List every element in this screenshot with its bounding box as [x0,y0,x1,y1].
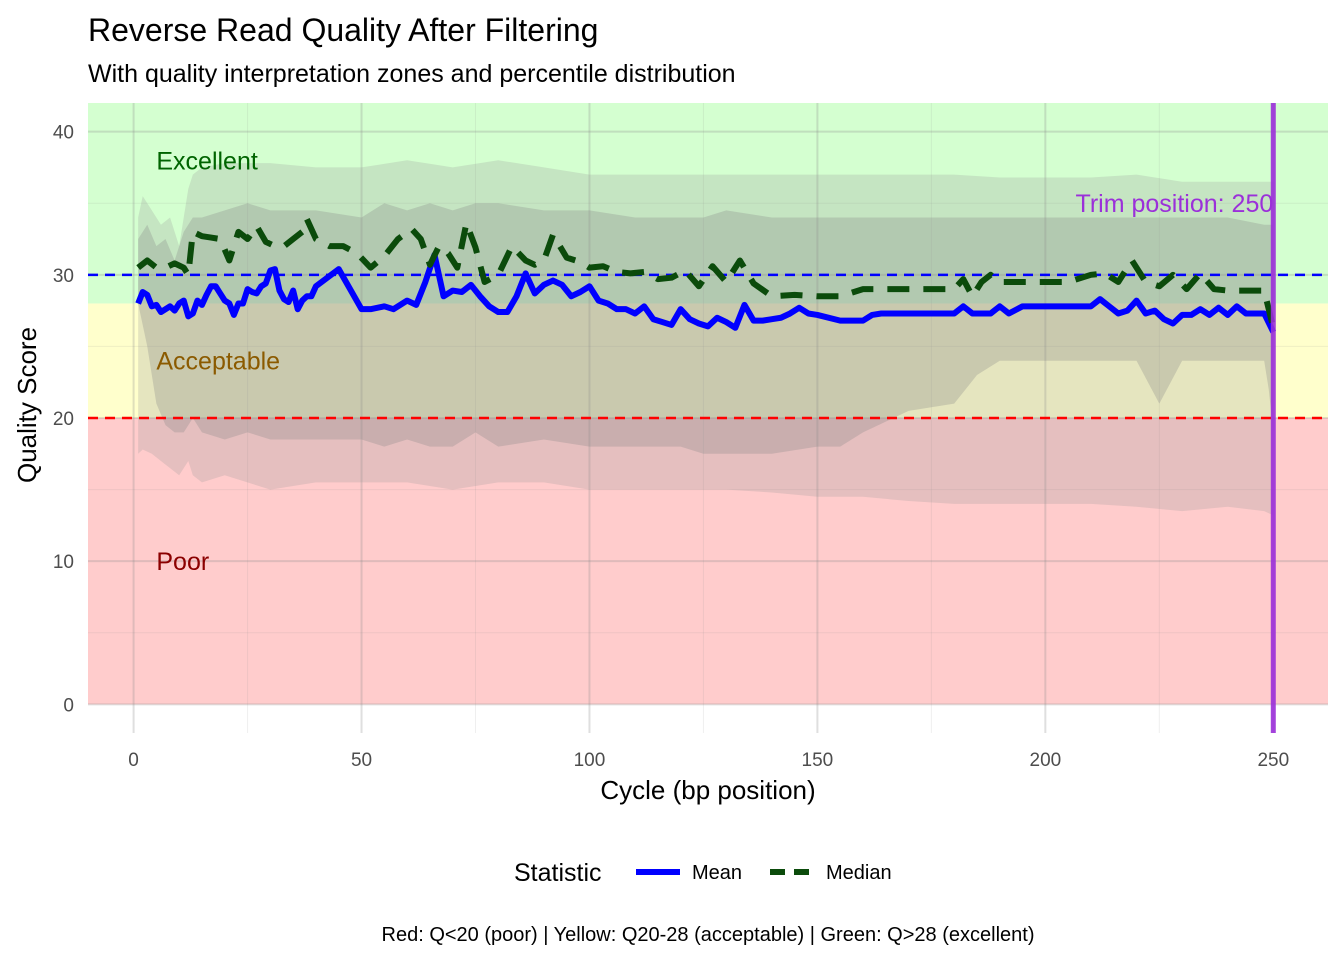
legend-mean-label: Mean [692,862,742,884]
y-axis-ticks: 0 10 20 30 40 [53,123,74,717]
y-axis-title: Quality Score [12,327,42,483]
quality-zones [88,103,1328,705]
zone-labels: Poor Acceptable Excellent [156,147,280,576]
x-tick-label: 100 [574,750,606,771]
series-lines [135,215,1277,334]
x-tick-label: 0 [128,750,139,771]
x-tick-label: 150 [802,750,834,771]
zone-label-excellent: Excellent [156,147,257,175]
x-axis-title: Cycle (bp position) [600,775,815,805]
chart-caption: Red: Q<20 (poor) | Yellow: Q20-28 (accep… [382,924,1035,946]
y-tick-label: 40 [53,123,74,144]
x-tick-label: 50 [351,750,372,771]
mean-line [135,251,1276,334]
outer-percentile-band [138,160,1274,516]
trim-label: Trim position: 250 [1076,190,1274,218]
x-tick-label: 250 [1257,750,1289,771]
y-tick-label: 20 [53,409,74,430]
y-tick-label: 0 [63,695,74,716]
legend-median-label: Median [826,862,892,884]
zone-excellent [88,103,1328,304]
zone-label-acceptable: Acceptable [156,348,280,376]
legend: Statistic Mean Median [514,859,892,887]
y-tick-label: 30 [53,266,74,287]
median-line [136,215,1277,329]
x-axis-ticks: 0 50 100 150 200 250 [128,750,1289,771]
chart-subtitle: With quality interpretation zones and pe… [88,60,736,88]
reference-lines [88,273,1328,420]
zone-label-poor: Poor [156,548,209,576]
x-tick-label: 200 [1030,750,1062,771]
y-tick-label: 10 [53,552,74,573]
chart-title: Reverse Read Quality After Filtering [88,12,598,48]
trim-marker: Trim position: 250 [1076,103,1276,733]
legend-title: Statistic [514,859,602,887]
zone-poor [88,418,1328,705]
